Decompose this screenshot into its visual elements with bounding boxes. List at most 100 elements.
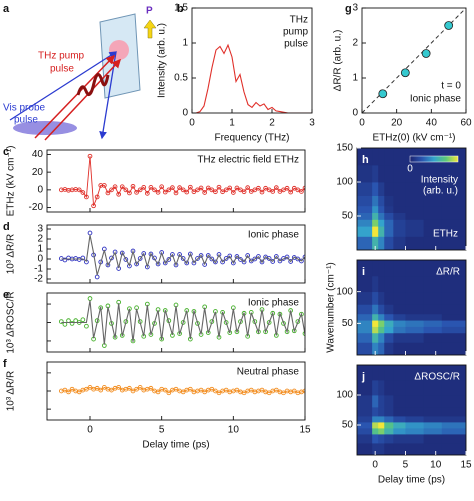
x-tick-label: 2	[269, 118, 275, 129]
heat-cell	[357, 395, 373, 408]
data-point	[266, 320, 272, 325]
heat-cell	[378, 212, 385, 220]
data-point	[155, 189, 161, 195]
data-point	[170, 185, 175, 190]
colorbar-label: Intensity	[421, 175, 458, 186]
heat-cell	[357, 332, 373, 343]
heat-cell	[372, 395, 379, 408]
y-tick-label: -1	[34, 264, 43, 275]
data-point	[421, 49, 431, 58]
heat-cell	[405, 434, 425, 444]
heat-cell	[372, 428, 379, 435]
heat-cell	[393, 165, 406, 183]
pump-label: pulse	[50, 64, 74, 75]
data-point	[266, 390, 272, 396]
heat-cell	[393, 205, 406, 213]
heat-cell	[372, 260, 379, 277]
heat-cell	[441, 313, 466, 321]
heat-cell	[441, 260, 466, 277]
data-point	[256, 254, 261, 259]
plot-frame	[356, 364, 467, 456]
heat-cell	[423, 275, 443, 293]
data-line	[61, 300, 305, 345]
data-point	[213, 189, 218, 195]
data-point	[302, 388, 305, 394]
data-point	[223, 387, 229, 393]
heat-cell	[405, 332, 425, 343]
data-point	[155, 261, 161, 267]
data-point	[198, 185, 204, 191]
annotation: THz electric field ETHz	[197, 155, 299, 166]
heat-cell	[372, 182, 379, 196]
heat-cell	[423, 365, 443, 381]
heat-cell	[423, 226, 443, 237]
x-tick-label: 40	[426, 118, 438, 129]
y-axis-label: ETHz (kV cm⁻¹)	[6, 146, 17, 217]
heat-cell	[378, 332, 385, 343]
data-point	[284, 185, 290, 191]
heat-cell	[378, 326, 385, 334]
heat-cell	[441, 443, 466, 455]
heat-cell	[393, 422, 406, 429]
heat-cell	[372, 205, 379, 213]
panel-label: d	[3, 221, 10, 233]
heat-cell	[357, 219, 373, 227]
heat-cell	[405, 320, 425, 327]
data-point	[87, 385, 93, 390]
panel-label: b	[177, 3, 184, 15]
heat-cell	[405, 236, 425, 250]
heat-cell	[423, 219, 443, 227]
data-point	[159, 184, 165, 190]
annotation: ETHz	[433, 229, 458, 240]
heat-cell	[372, 365, 379, 381]
polarization-label: P	[146, 6, 153, 17]
heat-cell	[423, 395, 443, 408]
data-point	[277, 258, 283, 264]
y-tick-label: 3	[37, 224, 43, 235]
heat-cell	[441, 219, 466, 227]
data-point	[87, 230, 93, 236]
data-point	[58, 319, 64, 324]
data-point	[241, 189, 247, 195]
plot-frame	[191, 7, 313, 114]
data-point	[130, 183, 136, 189]
heat-cell	[378, 380, 385, 396]
y-tick-label: 0	[37, 254, 43, 265]
data-point	[109, 387, 114, 393]
heat-cell	[378, 434, 385, 444]
heat-cell	[378, 165, 385, 183]
heat-cell	[423, 195, 443, 207]
heat-cell	[423, 422, 443, 429]
panel-label: g	[345, 3, 352, 15]
heat-cell	[393, 291, 406, 305]
heat-cell	[423, 380, 443, 396]
pump-pulse	[76, 73, 110, 97]
data-point	[80, 190, 86, 195]
y-tick-label: 100	[336, 177, 353, 188]
data-point	[87, 296, 93, 301]
heat-cell	[405, 275, 425, 293]
data-point	[291, 388, 297, 394]
heat-cell	[393, 320, 406, 327]
data-point	[270, 189, 276, 194]
heat-cell	[405, 304, 425, 315]
heat-cell	[405, 422, 425, 429]
y-tick-label: 1.5	[174, 3, 188, 14]
heat-cell	[384, 320, 394, 327]
heat-cell	[423, 182, 443, 196]
heat-cell	[372, 434, 379, 444]
data-point	[148, 185, 154, 190]
heat-cell	[384, 313, 394, 321]
heat-cell	[423, 407, 443, 417]
y-axis-label: Wavenumber (cm⁻¹)	[326, 262, 337, 352]
pump-beam	[44, 58, 122, 141]
pump-label: THz pump	[38, 51, 85, 62]
data-point	[245, 253, 251, 258]
heat-cell	[405, 380, 425, 396]
annotation: THz	[290, 15, 308, 26]
data-point	[288, 259, 294, 264]
heat-cell	[441, 326, 466, 334]
heat-cell	[357, 304, 373, 315]
heat-cell	[441, 407, 466, 417]
data-point	[299, 258, 304, 264]
